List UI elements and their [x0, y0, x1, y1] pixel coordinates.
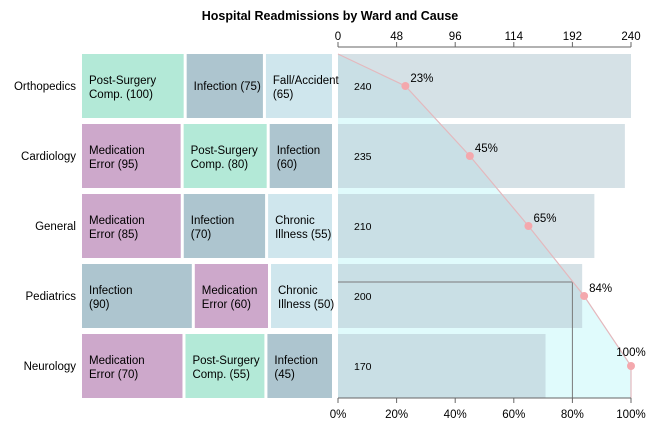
ward-label: Cardiology [21, 151, 76, 163]
total-bar-orthopedics [338, 54, 631, 118]
cause-cell [82, 334, 183, 398]
chart-title: Hospital Readmissions by Ward and Cause [202, 9, 459, 23]
pareto-point-label: 45% [475, 143, 498, 155]
cause-cell-label: Illness (55) [275, 229, 331, 241]
bar-value-label: 210 [354, 221, 372, 233]
cause-cell [82, 54, 184, 118]
top-axis-tick-label: 0 [335, 31, 341, 43]
cause-cell-label: Medication [89, 355, 145, 367]
bar-value-label: 240 [354, 81, 372, 93]
cause-cell [183, 194, 266, 258]
cause-cell-label: Infection (75) [194, 81, 261, 93]
bottom-axis-tick-label: 80% [561, 409, 584, 421]
cause-cell-label: Error (85) [89, 229, 138, 241]
pareto-point [627, 362, 635, 370]
pareto-point-label: 100% [616, 347, 645, 359]
cause-cell-label: Medication [89, 215, 145, 227]
cause-cell-label: Medication [202, 285, 258, 297]
pareto-line-group [337, 53, 635, 398]
cause-cell [82, 264, 192, 328]
cause-cell [271, 264, 332, 328]
cause-cell [82, 124, 181, 188]
cause-cell-label: Post-Surgery [89, 75, 156, 87]
cause-cells-group [82, 54, 332, 398]
cause-cell-label: (60) [277, 159, 298, 171]
top-axis-tick-label: 96 [449, 31, 462, 43]
total-bar-neurology [338, 334, 546, 398]
pareto-point-label: 65% [533, 213, 556, 225]
cause-cell-label: Comp. (100) [89, 89, 153, 101]
bar-value-label: 200 [354, 291, 372, 303]
pareto-point [580, 292, 589, 300]
pareto-point [524, 222, 533, 230]
axes-group: 0 48 96 114 192 240 0% 20% 40% 60% 80% 100% [330, 31, 646, 421]
cause-cell [265, 54, 332, 118]
cause-cell-label: (65) [273, 89, 294, 101]
cause-cell-label: Infection [89, 285, 132, 297]
cause-cell [269, 124, 332, 188]
cause-cell-label: Infection [277, 145, 320, 157]
ward-label: Orthopedics [14, 81, 76, 93]
pareto-point [401, 82, 410, 90]
bottom-axis-tick-label: 20% [385, 409, 408, 421]
ward-label: General [35, 221, 76, 233]
labels-group: 240 235 210 200 170 Post-Surgery Comp. (100) In… [14, 73, 646, 381]
top-axis-tick-label: 240 [621, 31, 640, 43]
bar-value-label: 170 [354, 361, 372, 373]
cause-cell-label: Error (95) [89, 159, 138, 171]
cause-cell-label: Comp. (55) [192, 369, 250, 381]
bottom-axis-tick-label: 100% [616, 409, 645, 421]
ward-label: Pediatrics [26, 291, 77, 303]
cause-cell-label: Post-Surgery [192, 355, 259, 367]
cause-cell [267, 334, 332, 398]
top-axis-tick-label: 192 [563, 31, 582, 43]
cause-cell [183, 124, 267, 188]
pareto-point-label: 23% [410, 73, 433, 85]
cause-cell-label: (90) [89, 299, 110, 311]
cause-cell-label: Post-Surgery [191, 145, 258, 157]
cause-cell [194, 264, 268, 328]
total-bar-pediatrics [338, 264, 583, 328]
bars-group [338, 54, 631, 398]
bottom-axis-tick-label: 0% [330, 409, 347, 421]
cause-cell [185, 334, 265, 398]
ward-label: Neurology [24, 361, 77, 373]
bar-value-label: 235 [354, 151, 372, 163]
bottom-axis-tick-label: 60% [502, 409, 525, 421]
cause-cell-label: Chronic [275, 215, 315, 227]
cause-cell-label: Chronic [278, 285, 318, 297]
cause-cell-label: Illness (50) [278, 299, 334, 311]
cause-cell [186, 54, 263, 118]
total-bar-cardiology [338, 124, 625, 188]
top-axis-tick-label: 114 [505, 31, 524, 43]
total-bar-general [338, 194, 595, 258]
cause-cell-label: Error (60) [202, 299, 251, 311]
pareto-point-label: 84% [589, 283, 612, 295]
cause-cell-label: Comp. (80) [191, 159, 249, 171]
bottom-axis-tick-label: 40% [444, 409, 467, 421]
top-axis-tick-label: 48 [390, 31, 403, 43]
cause-cell-label: Error (70) [89, 369, 138, 381]
cause-cell-label: Medication [89, 145, 145, 157]
cause-cell-label: Infection [191, 215, 234, 227]
cause-cell-label: Infection [274, 355, 317, 367]
cause-cell-label: Fall/Accident [273, 75, 340, 87]
cause-cell [268, 194, 332, 258]
cause-cell-label: (45) [274, 369, 295, 381]
pareto-point [465, 152, 474, 160]
cause-cell-label: (70) [191, 229, 212, 241]
cause-cell [82, 194, 181, 258]
